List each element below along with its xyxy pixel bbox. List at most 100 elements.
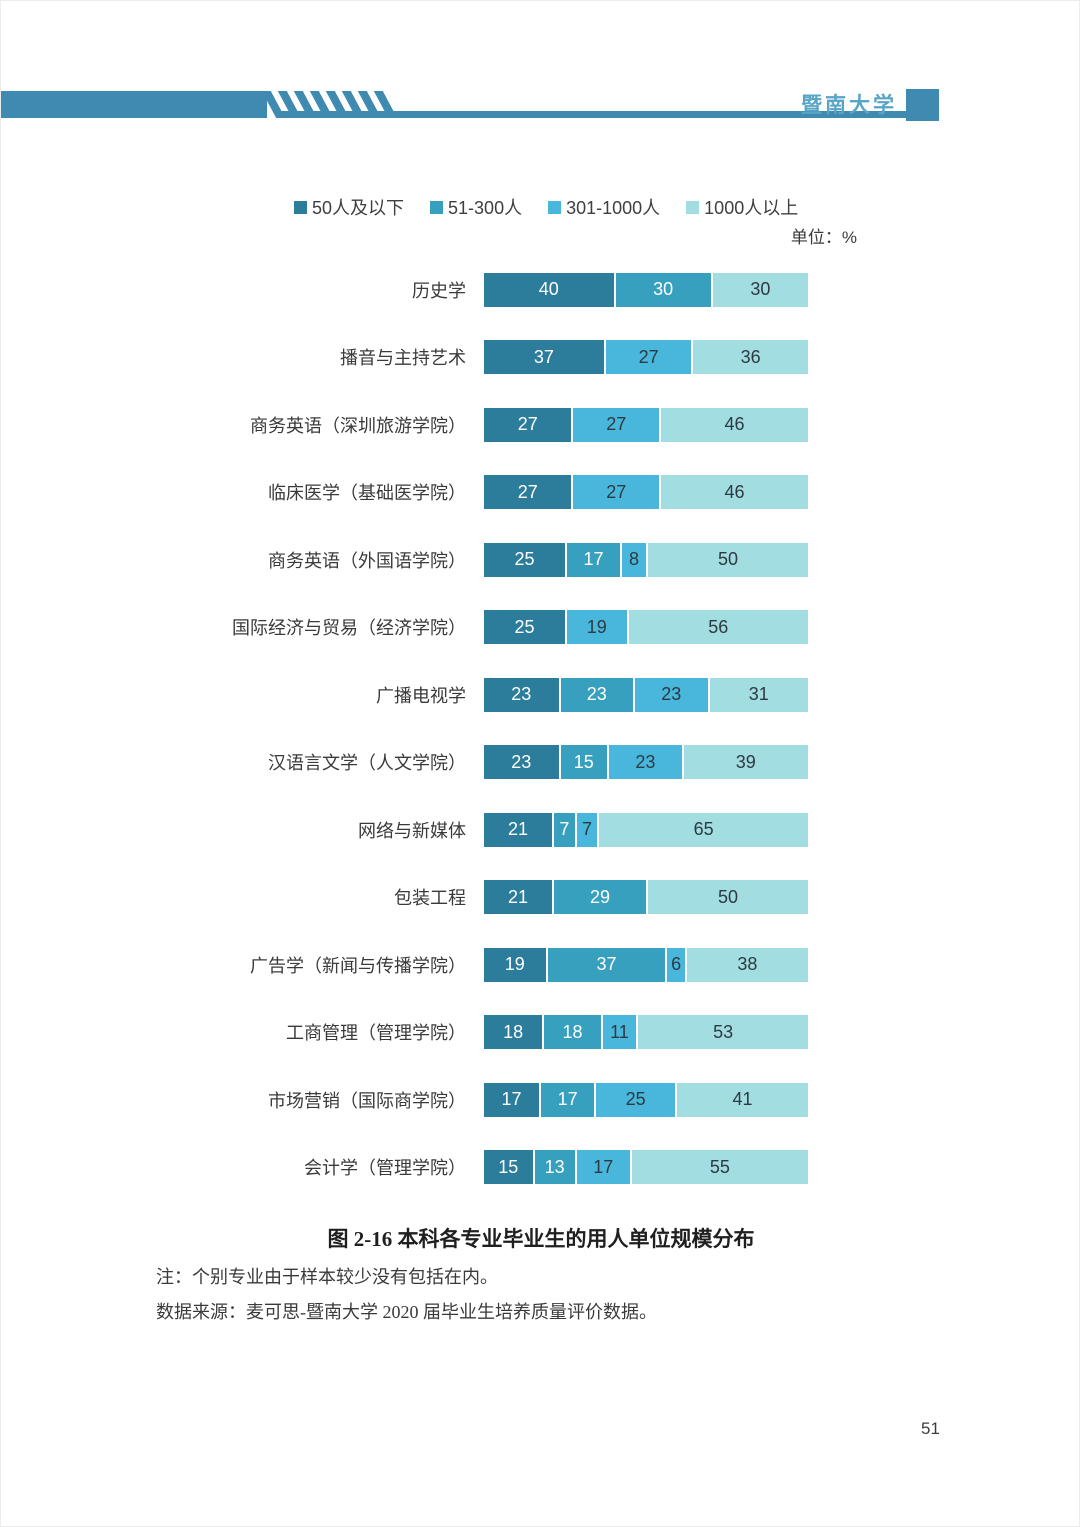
bar-segment: 17 (539, 1082, 595, 1117)
category-label: 播音与主持艺术 (340, 348, 466, 369)
legend-item: 301-1000人 (548, 194, 660, 220)
bar-segment: 17 (574, 1150, 630, 1185)
legend-label: 1000人以上 (704, 198, 799, 218)
bar-track: 27 27 46 (484, 407, 808, 442)
header-banner-square (906, 89, 939, 121)
bar-track: 37 27 36 (484, 340, 808, 375)
bar-track: 21 7 7 65 (484, 812, 808, 847)
header-banner-line (279, 111, 939, 118)
bar-track: 17 17 25 41 (484, 1082, 808, 1117)
legend-swatch-icon (430, 200, 444, 214)
chart-row: 市场营销（国际商学院） 17 17 25 41 (1, 1066, 861, 1134)
bar-segment: 29 (552, 880, 646, 915)
chart-row: 广播电视学 23 23 23 31 (1, 661, 861, 729)
bar-track: 25 19 56 (484, 610, 808, 645)
figure-note: 注：个别专业由于样本较少没有包括在内。 (156, 1267, 498, 1287)
category-label: 国际经济与贸易（经济学院） (232, 618, 466, 639)
bar-segment: 37 (484, 340, 604, 375)
category-label: 临床医学（基础医学院） (268, 483, 466, 504)
bar-segment: 17 (484, 1082, 540, 1117)
legend-swatch-icon (548, 200, 562, 214)
chart-row: 播音与主持艺术 37 27 36 (1, 324, 861, 392)
bar-segment: 19 (565, 610, 627, 645)
data-source-note: 数据来源：麦可思-暨南大学 2020 届毕业生培养质量评价数据。 (156, 1302, 657, 1322)
bar-segment: 23 (484, 745, 559, 780)
category-label: 包装工程 (394, 888, 466, 909)
category-label: 会计学（管理学院） (304, 1158, 466, 1179)
bar-segment: 11 (600, 1015, 637, 1050)
category-label: 广告学（新闻与传播学院） (250, 955, 466, 976)
chart-row: 会计学（管理学院） 15 13 17 55 (1, 1134, 861, 1202)
bar-segment: 31 (707, 677, 808, 712)
bar-segment: 18 (542, 1015, 601, 1050)
bar-track: 21 29 50 (484, 880, 808, 915)
bar-segment: 55 (629, 1150, 808, 1185)
chart-row: 汉语言文学（人文学院） 23 15 23 39 (1, 729, 861, 797)
bar-segment: 23 (484, 677, 559, 712)
bar-track: 27 27 46 (484, 475, 808, 510)
bar-segment: 30 (710, 272, 808, 307)
chart-row: 国际经济与贸易（经济学院） 25 19 56 (1, 594, 861, 662)
bar-segment: 19 (484, 947, 546, 982)
bar-segment: 41 (675, 1082, 808, 1117)
bar-track: 19 37 6 38 (484, 947, 808, 982)
category-label: 汉语言文学（人文学院） (268, 753, 466, 774)
chart-row: 商务英语（外国语学院） 25 17 8 50 (1, 526, 861, 594)
bar-segment: 50 (645, 880, 808, 915)
legend-label: 51-300人 (448, 198, 523, 218)
chart-row: 商务英语（深圳旅游学院） 27 27 46 (1, 391, 861, 459)
bar-segment: 65 (597, 812, 808, 847)
bar-segment: 27 (603, 340, 692, 375)
chart-row: 包装工程 21 29 50 (1, 864, 861, 932)
bar-segment: 6 (665, 947, 685, 982)
bar-segment: 25 (484, 610, 565, 645)
bar-segment: 7 (552, 812, 575, 847)
bar-segment: 15 (484, 1150, 533, 1185)
legend-label: 50人及以下 (312, 198, 405, 218)
chart-row: 广告学（新闻与传播学院） 19 37 6 38 (1, 931, 861, 999)
page-number: 51 (921, 1419, 940, 1438)
chart-legend: 50人及以下 51-300人 301-1000人 1000人以上 (294, 194, 798, 220)
university-name: 暨南大学 (801, 94, 897, 117)
bar-segment: 27 (571, 407, 659, 442)
category-label: 市场营销（国际商学院） (268, 1090, 466, 1111)
bar-track: 25 17 8 50 (484, 542, 808, 577)
bar-segment: 23 (558, 677, 634, 712)
bar-segment: 21 (484, 880, 553, 915)
bar-track: 23 15 23 39 (484, 745, 808, 780)
bar-segment: 25 (484, 542, 565, 577)
bar-segment: 17 (565, 542, 621, 577)
bar-segment: 8 (620, 542, 646, 577)
bar-segment: 27 (484, 407, 572, 442)
legend-swatch-icon (686, 200, 700, 214)
chart-row: 网络与新媒体 21 7 7 65 (1, 796, 861, 864)
bar-segment: 40 (484, 272, 614, 307)
chart-row: 临床医学（基础医学院） 27 27 46 (1, 459, 861, 527)
category-label: 历史学 (412, 280, 466, 301)
bar-segment: 23 (633, 677, 708, 712)
legend-swatch-icon (294, 200, 307, 214)
bar-segment: 46 (658, 475, 808, 510)
bar-track: 40 30 30 (484, 272, 808, 307)
category-label: 广播电视学 (376, 685, 466, 706)
bar-segment: 46 (658, 407, 808, 442)
legend-item: 51-300人 (430, 194, 522, 220)
chart-rows: 历史学 40 30 30 播音与主持艺术 37 27 36 商务英语（深圳旅游学院） 27 27 46… (1, 256, 861, 1201)
category-label: 商务英语（外国语学院） (268, 550, 466, 571)
bar-segment: 38 (684, 947, 808, 982)
bar-track: 23 23 23 31 (484, 677, 808, 712)
bar-segment: 30 (613, 272, 711, 307)
legend-label: 301-1000人 (566, 198, 661, 218)
bar-segment: 25 (594, 1082, 676, 1117)
bar-segment: 23 (607, 745, 682, 780)
bar-segment: 39 (681, 745, 808, 780)
bar-segment: 27 (484, 475, 572, 510)
bar-segment: 36 (691, 340, 808, 375)
category-label: 网络与新媒体 (358, 820, 466, 841)
legend-item: 50人及以下 (294, 194, 404, 220)
legend-item: 1000人以上 (686, 194, 798, 220)
bar-segment: 27 (571, 475, 659, 510)
bar-segment: 21 (484, 812, 553, 847)
chart-row: 历史学 40 30 30 (1, 256, 861, 324)
